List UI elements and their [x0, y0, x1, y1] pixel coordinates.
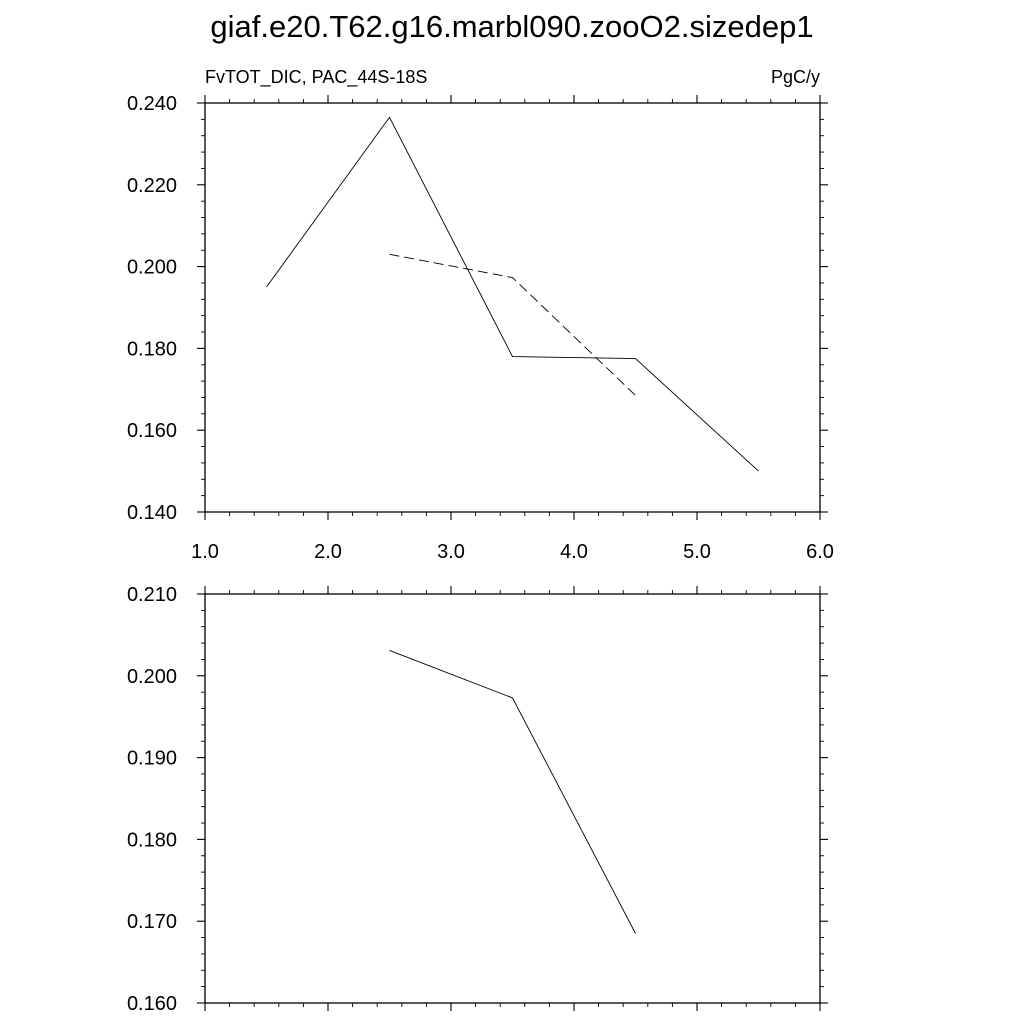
- x-tick-label: 3.0: [437, 541, 465, 563]
- x-tick-label: 2.0: [314, 541, 342, 563]
- x-tick-label: 4.0: [560, 541, 588, 563]
- y-tick-label: 0.220: [127, 175, 177, 197]
- y-tick-label: 0.180: [127, 829, 177, 851]
- y-tick-label: 0.200: [127, 666, 177, 688]
- y-tick-label: 0.210: [127, 584, 177, 606]
- y-tick-label: 0.170: [127, 911, 177, 933]
- y-tick-label: 0.160: [127, 420, 177, 442]
- y-tick-label: 0.200: [127, 257, 177, 279]
- y-tick-label: 0.190: [127, 748, 177, 770]
- x-tick-label: 5.0: [683, 541, 711, 563]
- series-line-dashed: [389, 253, 636, 396]
- x-tick-label: 1.0: [191, 541, 219, 563]
- panel-left-label: FvTOT_DIC, PAC_44S-18S: [205, 67, 427, 88]
- y-tick-label: 0.240: [127, 93, 177, 115]
- x-tick-label: 6.0: [806, 541, 834, 563]
- y-tick-label: 0.160: [127, 993, 177, 1015]
- series-line-solid: [389, 649, 636, 934]
- y-tick-label: 0.180: [127, 338, 177, 360]
- panel-units-label: PgC/y: [771, 67, 820, 87]
- series-line-solid: [266, 116, 759, 472]
- y-tick-label: 0.140: [127, 502, 177, 524]
- plot-frame: [204, 102, 821, 513]
- top-panel: 0.140 0.160 0.180 0.200 0.220 0.240 1.0 2.0 3.0 4…: [127, 67, 834, 563]
- plot-frame: [204, 593, 821, 1004]
- bottom-panel: 0.160 0.170 0.180 0.190 0.200 0.210: [127, 584, 828, 1015]
- chart-title: giaf.e20.T62.g16.marbl090.zooO2.sizedep1: [210, 9, 813, 44]
